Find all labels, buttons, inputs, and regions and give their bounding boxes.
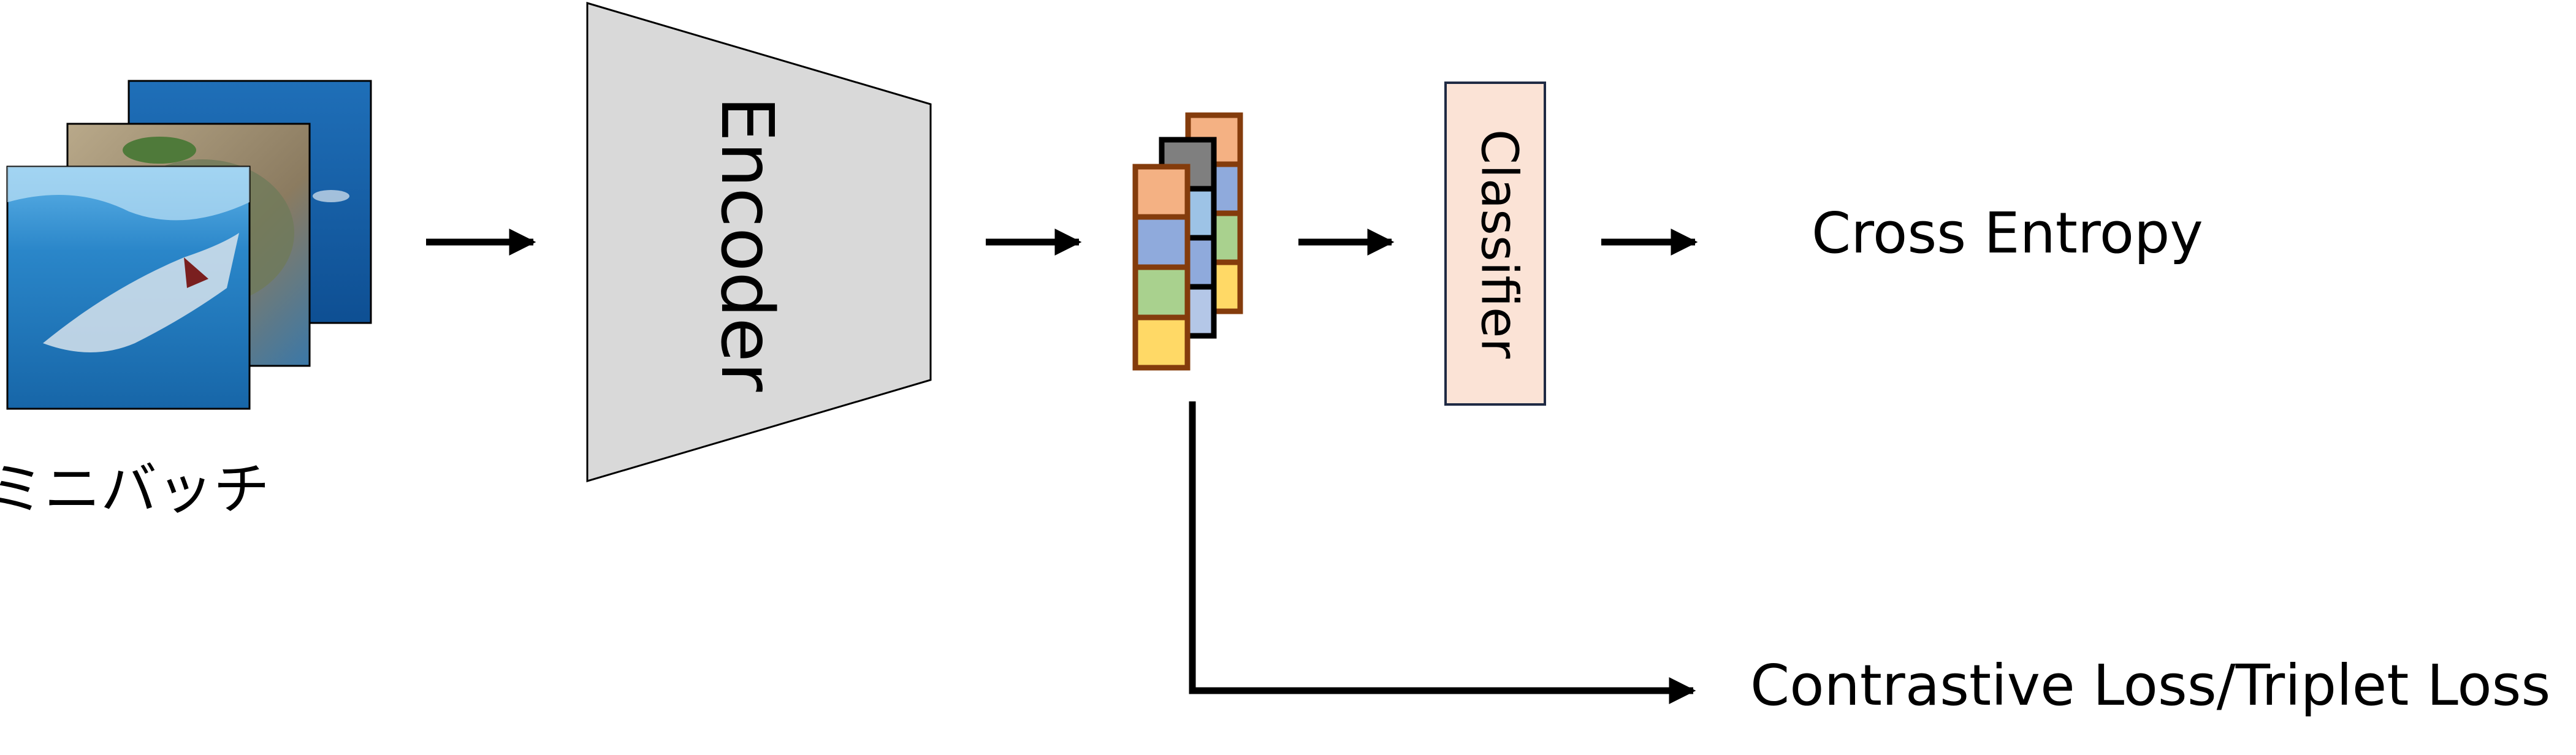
minibatch-label: ミニバッチ [0, 457, 270, 522]
classifier-label: Classifier [1470, 129, 1528, 359]
cross-entropy-label: Cross Entropy [1812, 200, 2203, 266]
arrow-features-to-contrastive-loss [1189, 401, 1696, 704]
shark-photo [6, 165, 251, 410]
contrastive-loss-label: Contrastive Loss/Triplet Loss [1750, 653, 2550, 718]
encoder-block: Encoder [586, 1, 932, 483]
encoder-label: Encoder [705, 96, 790, 392]
feature-vectors [1132, 112, 1243, 371]
feature-vector-front [1132, 164, 1191, 371]
classifier-block: Classifier [1444, 82, 1546, 406]
